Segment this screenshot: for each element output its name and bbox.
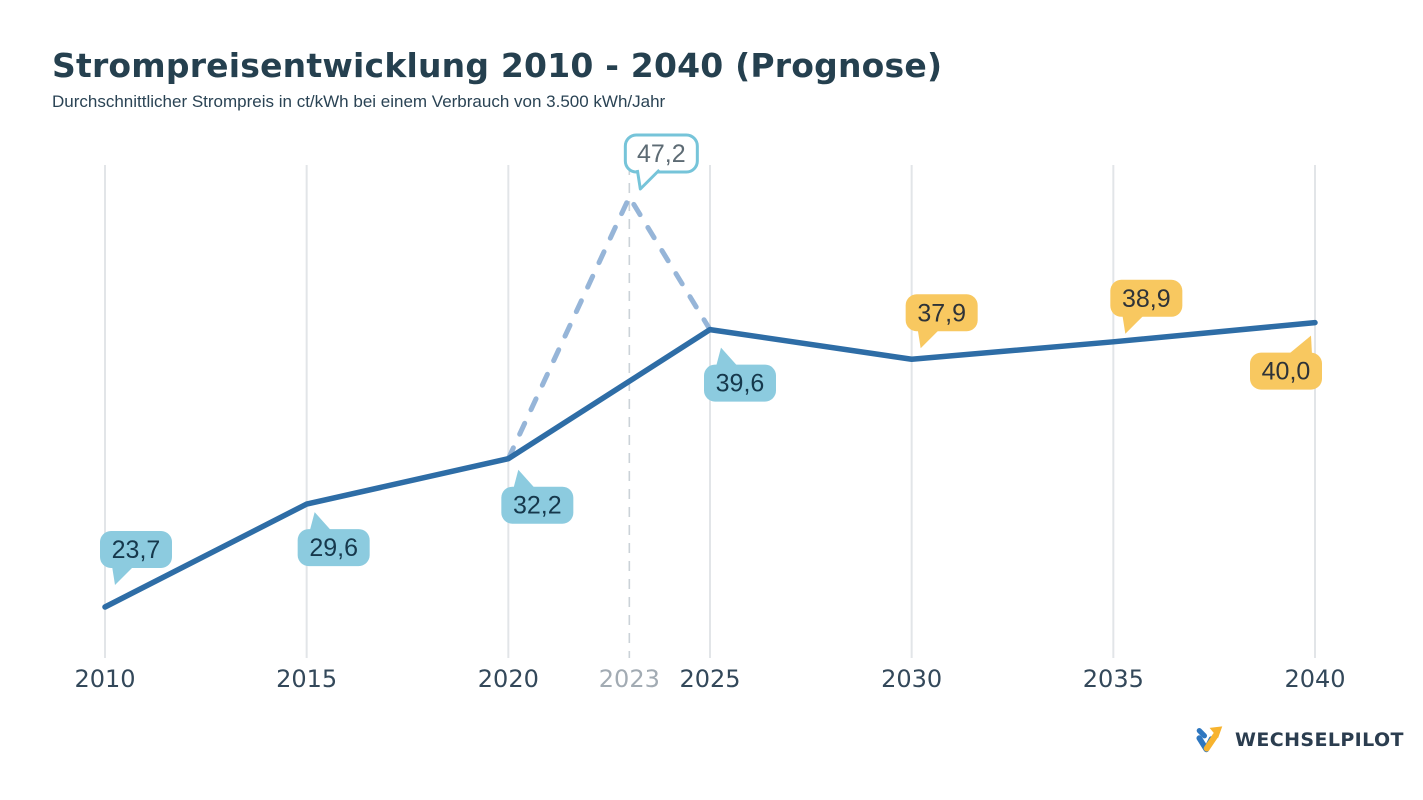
wechselpilot-logo-text: WECHSELPILOT <box>1235 729 1404 751</box>
price-line-solid <box>102 319 1318 610</box>
page-subtitle: Durchschnittlicher Strompreis in ct/kWh … <box>52 92 666 111</box>
callout-bubble <box>1110 279 1183 317</box>
callout-bubble <box>905 294 978 332</box>
callout-tail <box>917 329 940 349</box>
callout-label: 37,9 <box>917 299 966 327</box>
callout-bubble <box>100 531 172 568</box>
callout-tail <box>635 168 661 191</box>
callout-label: 38,9 <box>1122 285 1171 313</box>
callout-bubble <box>297 529 370 567</box>
callout-label: 29,6 <box>309 534 358 562</box>
page-title: Strompreisentwicklung 2010 - 2040 (Progn… <box>52 46 943 85</box>
callout-tail <box>112 566 134 585</box>
callout-bubble <box>501 486 574 524</box>
wechselpilot-logo-icon <box>1196 726 1223 753</box>
x-axis-label: 2010 <box>74 665 135 693</box>
x-axis-label: 2015 <box>276 665 337 693</box>
price-line-dashed <box>505 194 713 462</box>
callout-label: 32,2 <box>513 492 562 520</box>
callout-label: 23,7 <box>112 536 161 564</box>
callout-tail <box>513 469 536 489</box>
callout-tail <box>1122 314 1145 334</box>
callout-label: 39,6 <box>716 370 765 398</box>
callout-tail <box>716 347 738 367</box>
wechselpilot-logo: WECHSELPILOT <box>1196 724 1404 756</box>
callout-tail <box>1288 335 1312 355</box>
x-axis-label: 2040 <box>1284 665 1345 693</box>
callout-label: 47,2 <box>637 140 686 168</box>
x-axis-label: 2030 <box>881 665 942 693</box>
x-axis-label: 2023 <box>599 665 660 693</box>
callout-bubble <box>704 364 776 402</box>
x-axis-label: 2025 <box>679 665 740 693</box>
x-axis-label: 2020 <box>478 665 539 693</box>
x-axis-label: 2035 <box>1083 665 1144 693</box>
callout-bubble <box>1250 352 1322 390</box>
callout-tail <box>309 512 332 532</box>
callout-bubble <box>623 133 699 174</box>
callout-label: 40,0 <box>1262 358 1311 386</box>
